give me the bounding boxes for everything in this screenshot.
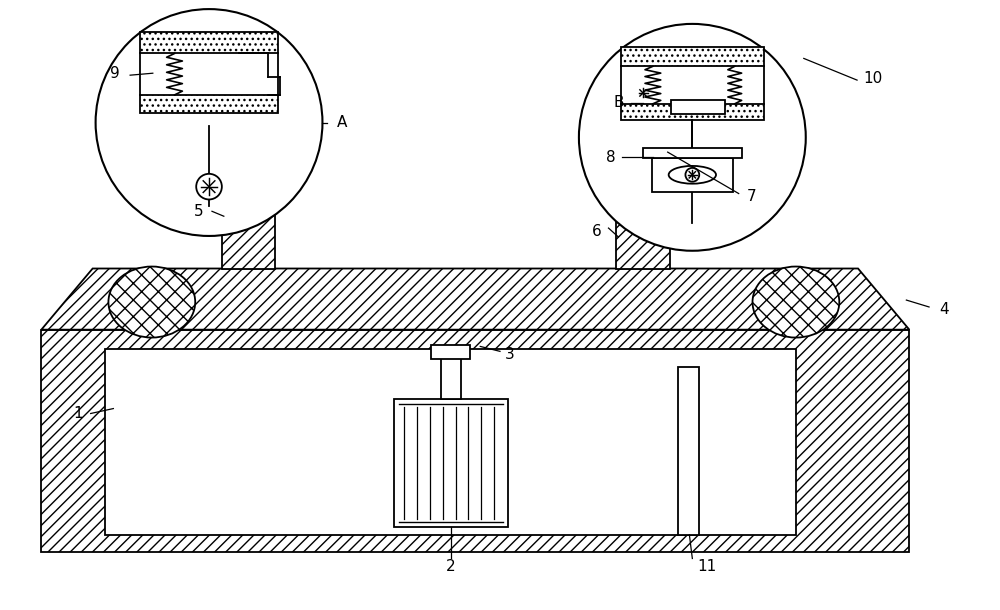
Text: B: B — [613, 95, 624, 110]
Bar — [643, 148, 742, 158]
Circle shape — [579, 24, 806, 251]
Bar — [678, 367, 699, 535]
Bar — [630, 110, 656, 160]
Bar — [140, 95, 278, 113]
Bar — [616, 160, 670, 268]
Text: 6: 6 — [592, 223, 602, 239]
Text: 4: 4 — [939, 303, 949, 317]
Bar — [621, 46, 764, 66]
Ellipse shape — [669, 166, 716, 184]
Circle shape — [96, 9, 322, 236]
Bar — [140, 32, 278, 54]
Bar — [671, 100, 725, 113]
Text: 2: 2 — [446, 559, 455, 574]
Circle shape — [196, 174, 222, 199]
Ellipse shape — [108, 267, 195, 337]
Text: A: A — [337, 115, 347, 130]
Text: 3: 3 — [505, 347, 515, 362]
Text: 10: 10 — [863, 71, 882, 85]
Text: 8: 8 — [606, 149, 615, 165]
Text: 9: 9 — [110, 66, 120, 81]
Ellipse shape — [618, 83, 668, 103]
Bar — [105, 350, 796, 535]
Polygon shape — [41, 268, 909, 329]
Ellipse shape — [753, 267, 839, 337]
Bar — [431, 345, 470, 359]
Bar — [394, 399, 508, 527]
Bar — [621, 104, 764, 120]
Text: 7: 7 — [747, 189, 756, 204]
Bar — [441, 357, 461, 399]
Circle shape — [685, 168, 699, 182]
Bar — [41, 329, 909, 551]
Text: 1: 1 — [73, 406, 83, 421]
Text: 11: 11 — [698, 559, 717, 574]
Bar — [602, 75, 684, 110]
Circle shape — [636, 86, 650, 100]
Bar — [652, 158, 733, 192]
Text: 5: 5 — [194, 204, 204, 219]
Bar — [222, 131, 275, 268]
